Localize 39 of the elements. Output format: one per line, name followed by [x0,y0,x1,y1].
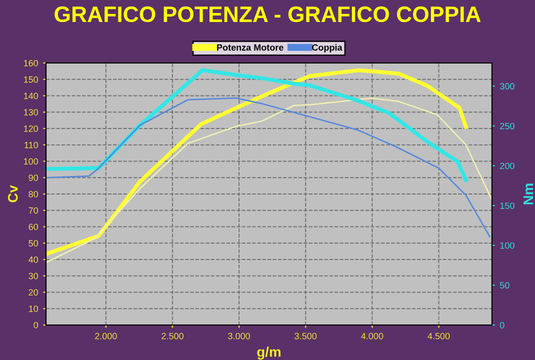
y-tick-label: 90 [28,174,38,181]
y2-tick-label: 0 [500,322,504,328]
line-series [46,97,492,263]
y-tick-label: 150 [24,76,38,83]
chart-title: GRAFICO POTENZA - GRAFICO COPPIA [54,6,481,22]
y-tick-label: 0 [34,322,38,328]
y-tick-label: 130 [24,109,38,116]
y-tick-label: 70 [28,207,38,214]
y2-tick-label: 300 [500,83,514,90]
legend-label: Coppia [312,44,342,52]
x-tick-label: 4.500 [428,332,450,340]
y2-axis-title: Nm [524,184,534,204]
y-tick-label: 120 [24,125,38,132]
line-series [46,97,490,238]
x-tick-label: 4.000 [361,332,384,340]
y2-tick-label: 50 [500,282,510,289]
x-tick-label: 3.000 [228,332,250,340]
y-tick-label: 40 [28,256,38,263]
y2-tick-label: 250 [500,122,514,130]
x-axis-title: g/m [257,346,280,360]
y-tick-label: 50 [28,240,38,246]
y2-tick-label: 200 [500,162,514,170]
x-tick-label: 2.500 [162,332,184,340]
y-tick-label: 30 [28,272,38,280]
y-tick-label: 10 [29,306,38,312]
y-tick-label: 60 [28,224,38,230]
y-axis-title: Cv [8,185,18,202]
y2-tick-label: 150 [500,202,514,209]
y-tick-label: 80 [28,190,38,198]
y-tick-label: 160 [24,60,38,66]
y-tick-label: 20 [28,289,38,296]
y-tick-label: 110 [24,142,38,148]
x-tick-label: 2.000 [95,332,117,340]
y-tick-label: 140 [24,92,38,100]
x-tick-label: 3.500 [294,332,317,340]
y2-tick-label: 100 [500,242,514,249]
line-series [46,68,468,256]
y-tick-label: 100 [24,158,38,165]
legend-label: Potenza Motore [217,44,284,51]
